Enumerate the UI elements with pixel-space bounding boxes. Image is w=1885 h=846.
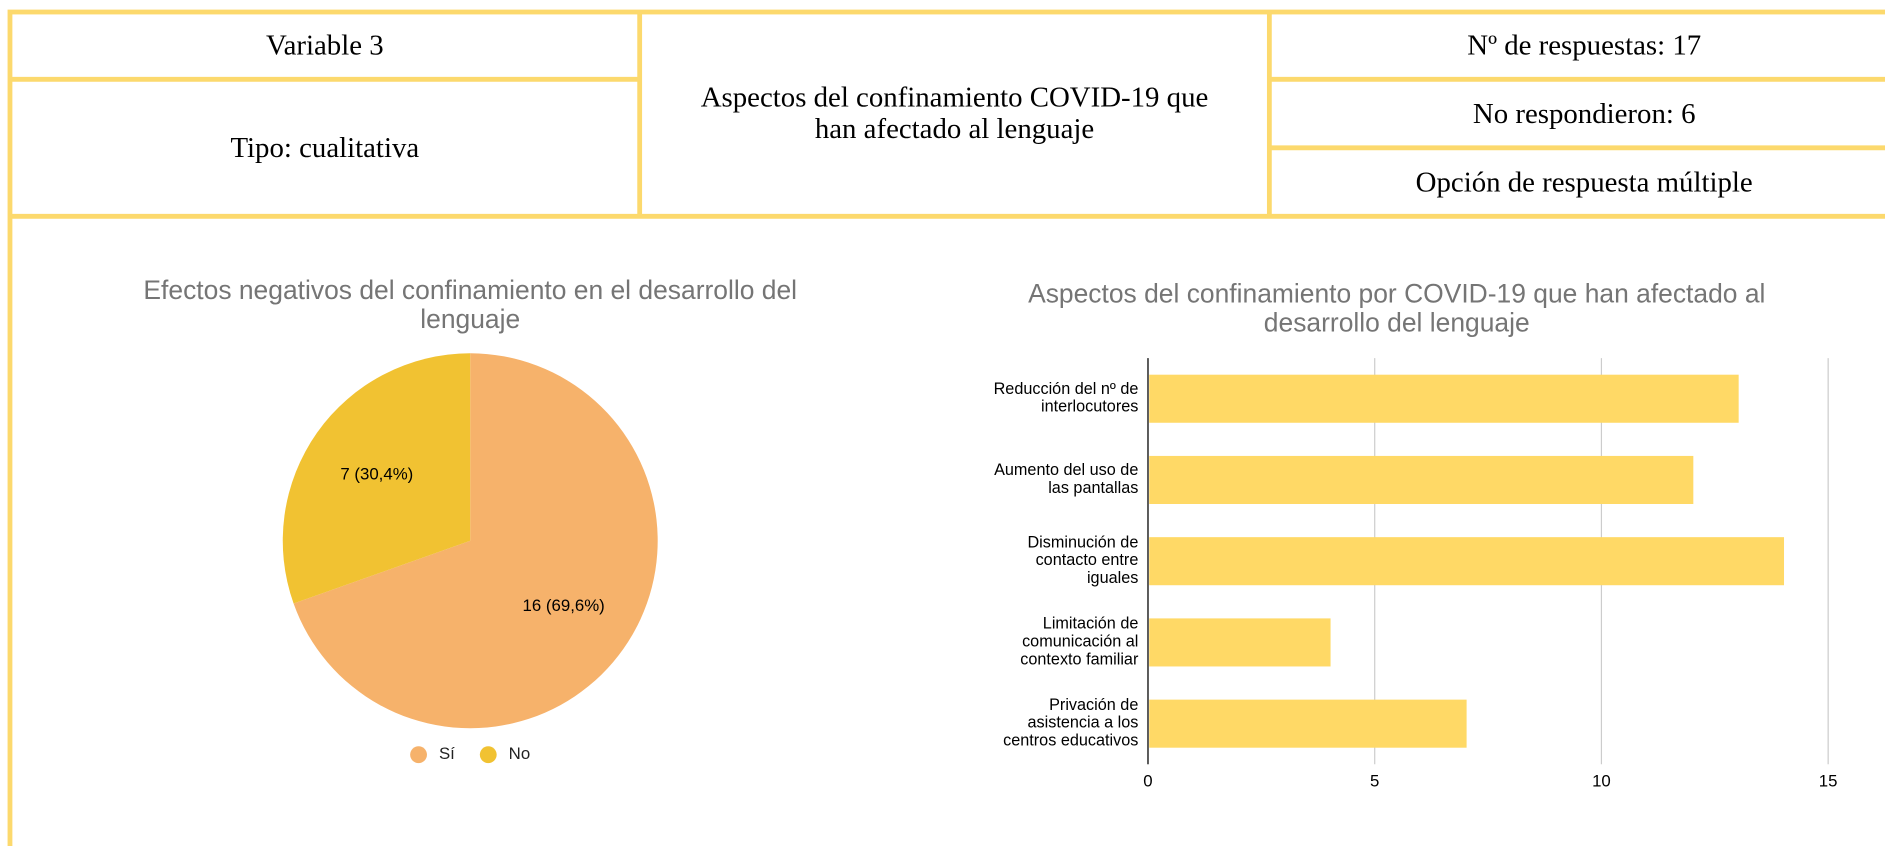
frame xyxy=(7,9,1885,846)
bar xyxy=(1149,374,1739,423)
opcion: Opción de respuesta múltiple xyxy=(1416,167,1753,199)
pie-slice xyxy=(293,353,658,729)
y-tick-label: Disminución de contacto entre iguales xyxy=(1027,534,1138,588)
y-tick-label: Limitación de comunicación al contexto fam… xyxy=(1020,615,1139,669)
bar xyxy=(1149,699,1467,748)
x-tick-label: 10 xyxy=(1592,772,1611,791)
no-respondieron: No respondieron: 6 xyxy=(1473,98,1696,130)
data-label: 7 (30,4%) xyxy=(340,464,413,483)
header-title: Aspectos del confinamiento COVID-19 que h… xyxy=(701,81,1209,145)
variable: Variable 3 xyxy=(266,30,384,62)
respuestas: Nº de respuestas: 17 xyxy=(1467,30,1701,62)
y-tick-label: Reducción del nº de interlocutores xyxy=(994,380,1139,416)
data-label: 16 (69,6%) xyxy=(523,596,605,615)
legend-label: No xyxy=(509,744,531,763)
x-tick-label: 15 xyxy=(1819,772,1838,791)
pie-slice xyxy=(282,353,471,604)
tipo: Tipo: cualitativa xyxy=(230,132,419,164)
bar xyxy=(1149,618,1331,667)
legend-swatch xyxy=(410,746,427,764)
chart-title: Efectos negativos del confinamiento en e… xyxy=(143,275,797,334)
chart-title: Aspectos del confinamiento por COVID-19 … xyxy=(1028,278,1765,337)
x-tick-label: 0 xyxy=(1143,772,1152,791)
bar xyxy=(1149,455,1694,504)
y-tick-label: Aumento del uso de las pantallas xyxy=(994,461,1138,497)
x-tick-label: 5 xyxy=(1370,772,1379,791)
y-tick-label: Privación de asistencia a los centros educ… xyxy=(1003,696,1138,750)
legend-swatch xyxy=(479,746,497,764)
bar xyxy=(1149,537,1785,586)
header-table: Variable 3 Tipo: cualitativa Aspectos de… xyxy=(7,9,1885,846)
legend-label: Sí xyxy=(439,744,455,763)
